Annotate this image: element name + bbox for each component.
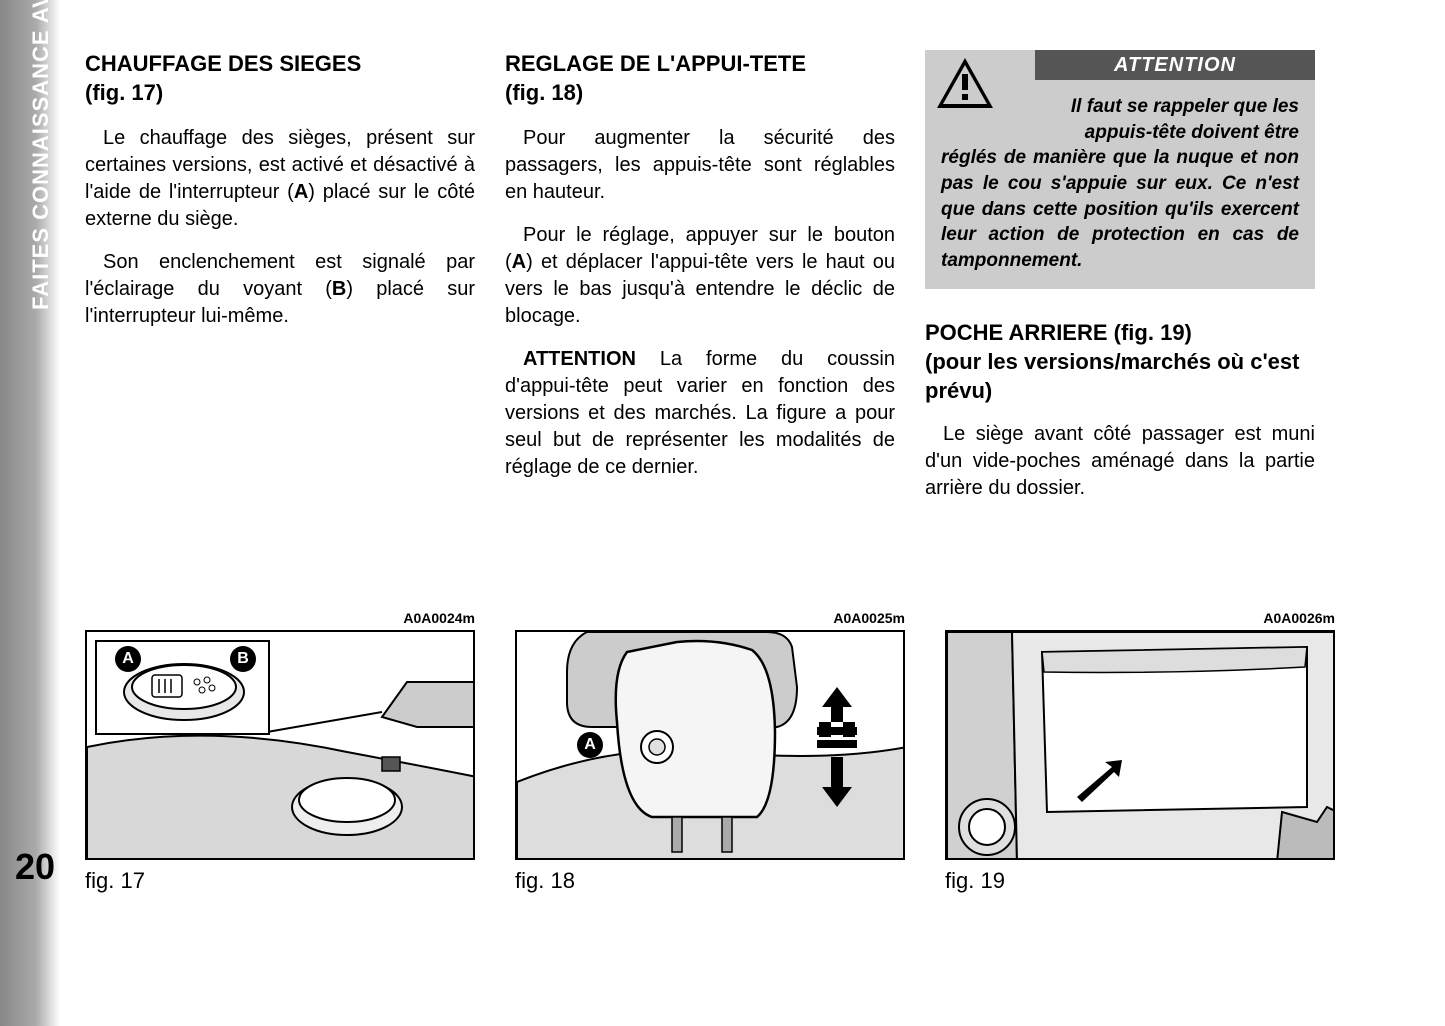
heading-text: REGLAGE DE L'APPUI-TETE	[505, 51, 806, 76]
figure-caption: fig. 17	[85, 868, 475, 894]
warning-triangle-icon	[935, 56, 995, 115]
figure-illustration: A	[515, 630, 905, 860]
callout-a: A	[577, 732, 603, 758]
attention-title: ATTENTION	[1114, 54, 1236, 77]
figure-18: A0A0025m A fig. 18	[515, 610, 905, 894]
figure-illustration	[945, 630, 1335, 860]
figures-row: A0A0024m	[85, 610, 1335, 894]
heading-text: POCHE ARRIERE	[925, 320, 1114, 345]
figure-17: A0A0024m	[85, 610, 475, 894]
callout-a: A	[115, 646, 141, 672]
figure-code: A0A0025m	[515, 610, 905, 626]
attention-body: Il faut se rappeler que les appuis-tête …	[941, 94, 1299, 273]
ref-b: B	[332, 278, 346, 300]
attention-box: ATTENTION Il faut se rappeler que les ap…	[925, 50, 1315, 289]
fig18-svg	[517, 632, 905, 860]
figure-caption: fig. 18	[515, 868, 905, 894]
heading-figref: (fig. 18)	[505, 80, 583, 105]
para-chauffage-2: Son enclenchement est signalé par l'écla…	[85, 249, 475, 330]
para-poche: Le siège avant côté passager est muni d'…	[925, 421, 1315, 502]
ref-a: A	[512, 251, 526, 273]
heading-sub: (pour les versions/marchés où c'est prév…	[925, 349, 1299, 403]
heading-figref: (fig. 17)	[85, 80, 163, 105]
fig19-svg	[947, 632, 1335, 860]
figure-19: A0A0026m fig. 19	[945, 610, 1335, 894]
heading-poche: POCHE ARRIERE (fig. 19) (pour les versio…	[925, 319, 1315, 405]
page-number: 20	[15, 846, 55, 888]
figure-illustration: A B	[85, 630, 475, 860]
para-attention-inline: ATTENTION La forme du coussin d'appui-tê…	[505, 346, 895, 481]
main-content: CHAUFFAGE DES SIEGES (fig. 17) Le chauff…	[85, 50, 1420, 518]
sidebar-label: FAITES CONNAISSANCE AVEC VOTRE VOITURE	[28, 0, 54, 310]
figure-code: A0A0024m	[85, 610, 475, 626]
figure-caption: fig. 19	[945, 868, 1335, 894]
attention-title-bar: ATTENTION	[1035, 50, 1315, 80]
text-columns: CHAUFFAGE DES SIEGES (fig. 17) Le chauff…	[85, 50, 1420, 518]
text: réglés de manière que la nuque et non pa…	[941, 147, 1299, 271]
figure-code: A0A0026m	[945, 610, 1335, 626]
para-chauffage-1: Le chauffage des sièges, présent sur cer…	[85, 125, 475, 233]
para-reglage-2: Pour le réglage, appuyer sur le bouton (…	[505, 222, 895, 330]
text: appuis-tête doivent être	[941, 120, 1299, 146]
attention-label: ATTENTION	[523, 348, 636, 370]
heading-text: CHAUFFAGE DES SIEGES	[85, 51, 361, 76]
heading-reglage: REGLAGE DE L'APPUI-TETE (fig. 18)	[505, 50, 895, 107]
callout-b: B	[230, 646, 256, 672]
para-reglage-1: Pour augmenter la sécurité des passagers…	[505, 125, 895, 206]
ref-a: A	[294, 181, 308, 203]
column-3: ATTENTION Il faut se rappeler que les ap…	[925, 50, 1315, 518]
heading-figref: (fig. 19)	[1114, 320, 1192, 345]
column-1: CHAUFFAGE DES SIEGES (fig. 17) Le chauff…	[85, 50, 475, 518]
text: ) et déplacer l'appui-tête vers le haut …	[505, 251, 895, 327]
column-2: REGLAGE DE L'APPUI-TETE (fig. 18) Pour a…	[505, 50, 895, 518]
heading-chauffage: CHAUFFAGE DES SIEGES (fig. 17)	[85, 50, 475, 107]
